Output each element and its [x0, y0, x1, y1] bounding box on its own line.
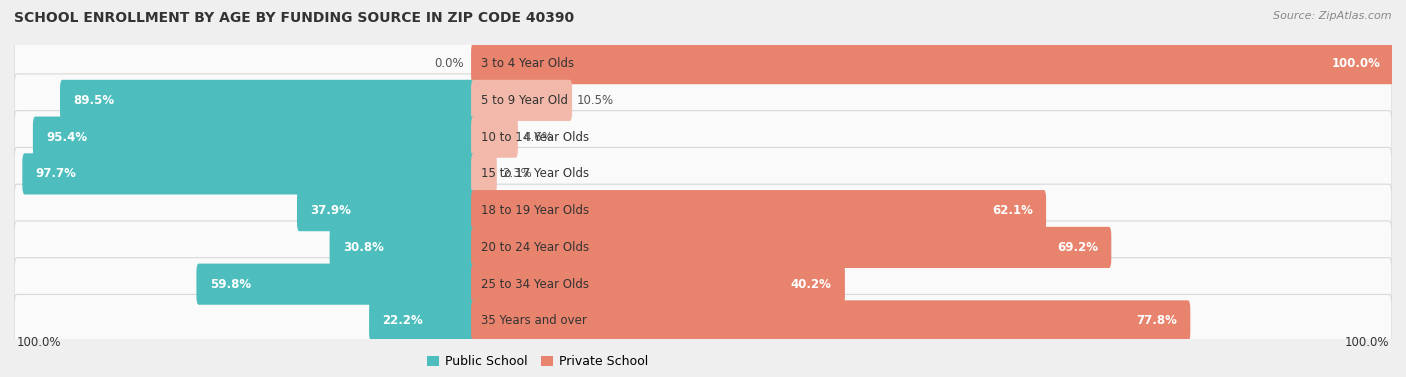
FancyBboxPatch shape	[22, 153, 475, 195]
Text: 20 to 24 Year Olds: 20 to 24 Year Olds	[481, 241, 589, 254]
Text: 97.7%: 97.7%	[35, 167, 76, 180]
FancyBboxPatch shape	[471, 227, 1111, 268]
FancyBboxPatch shape	[14, 294, 1392, 347]
FancyBboxPatch shape	[370, 300, 475, 342]
Text: 25 to 34 Year Olds: 25 to 34 Year Olds	[481, 278, 589, 291]
Text: 15 to 17 Year Olds: 15 to 17 Year Olds	[481, 167, 589, 180]
Text: 10 to 14 Year Olds: 10 to 14 Year Olds	[481, 131, 589, 144]
FancyBboxPatch shape	[14, 184, 1392, 237]
Text: 100.0%: 100.0%	[17, 336, 62, 349]
Text: 100.0%: 100.0%	[1331, 57, 1381, 70]
FancyBboxPatch shape	[14, 74, 1392, 127]
Text: 77.8%: 77.8%	[1136, 314, 1177, 327]
Text: 95.4%: 95.4%	[46, 131, 87, 144]
Text: 2.3%: 2.3%	[502, 167, 531, 180]
Text: 62.1%: 62.1%	[991, 204, 1033, 217]
Text: 18 to 19 Year Olds: 18 to 19 Year Olds	[481, 204, 589, 217]
FancyBboxPatch shape	[471, 300, 1191, 342]
FancyBboxPatch shape	[297, 190, 475, 231]
Text: 30.8%: 30.8%	[343, 241, 384, 254]
Text: Source: ZipAtlas.com: Source: ZipAtlas.com	[1274, 11, 1392, 21]
Text: 4.6%: 4.6%	[523, 131, 553, 144]
Text: 5 to 9 Year Old: 5 to 9 Year Old	[481, 94, 568, 107]
Text: 35 Years and over: 35 Years and over	[481, 314, 586, 327]
Text: SCHOOL ENROLLMENT BY AGE BY FUNDING SOURCE IN ZIP CODE 40390: SCHOOL ENROLLMENT BY AGE BY FUNDING SOUR…	[14, 11, 574, 25]
FancyBboxPatch shape	[329, 227, 475, 268]
FancyBboxPatch shape	[14, 221, 1392, 274]
FancyBboxPatch shape	[32, 116, 475, 158]
FancyBboxPatch shape	[471, 43, 1395, 84]
FancyBboxPatch shape	[471, 153, 496, 195]
Text: 3 to 4 Year Olds: 3 to 4 Year Olds	[481, 57, 574, 70]
Text: 69.2%: 69.2%	[1057, 241, 1098, 254]
Text: 59.8%: 59.8%	[209, 278, 250, 291]
Text: 10.5%: 10.5%	[576, 94, 614, 107]
Text: 89.5%: 89.5%	[73, 94, 114, 107]
Text: 0.0%: 0.0%	[434, 57, 464, 70]
Text: 100.0%: 100.0%	[1344, 336, 1389, 349]
FancyBboxPatch shape	[471, 190, 1046, 231]
FancyBboxPatch shape	[471, 116, 517, 158]
Text: 37.9%: 37.9%	[311, 204, 352, 217]
FancyBboxPatch shape	[60, 80, 475, 121]
FancyBboxPatch shape	[197, 264, 475, 305]
Legend: Public School, Private School: Public School, Private School	[426, 356, 648, 368]
Text: 40.2%: 40.2%	[790, 278, 831, 291]
FancyBboxPatch shape	[14, 37, 1392, 90]
FancyBboxPatch shape	[14, 111, 1392, 164]
Text: 22.2%: 22.2%	[382, 314, 423, 327]
FancyBboxPatch shape	[14, 258, 1392, 311]
FancyBboxPatch shape	[471, 80, 572, 121]
FancyBboxPatch shape	[471, 264, 845, 305]
FancyBboxPatch shape	[14, 147, 1392, 200]
